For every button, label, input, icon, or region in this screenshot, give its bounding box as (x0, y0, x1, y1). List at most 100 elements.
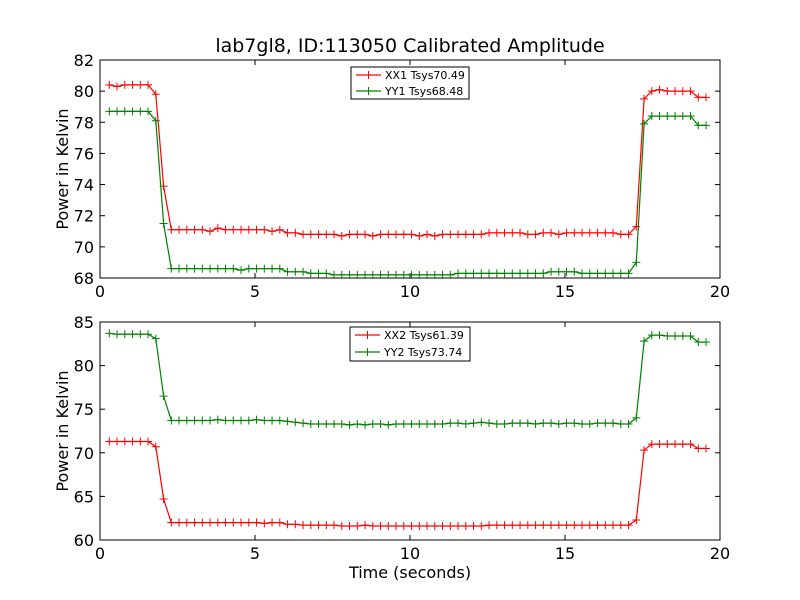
data-point-marker (144, 437, 153, 446)
data-point-marker (678, 87, 687, 96)
data-point-marker (206, 416, 215, 425)
data-point-marker (694, 444, 703, 453)
data-point-marker (144, 107, 153, 116)
data-point-marker (244, 225, 253, 234)
data-point-marker (415, 270, 424, 279)
data-point-marker (190, 518, 199, 527)
data-point-marker (306, 420, 315, 429)
data-point-marker (368, 522, 377, 531)
x-tick-label: 0 (95, 544, 105, 563)
data-point-marker (384, 420, 393, 429)
data-point-marker (446, 230, 455, 239)
data-point-marker (407, 270, 416, 279)
legend-entry-label: YY2 Tsys73.74 (383, 346, 462, 359)
data-point-marker (345, 270, 354, 279)
data-point-marker (361, 420, 370, 429)
data-point-marker (508, 228, 517, 237)
data-point-marker (120, 80, 129, 89)
data-point-marker (438, 270, 447, 279)
data-point-marker (516, 521, 525, 530)
data-point-marker (399, 420, 408, 429)
data-point-marker (291, 418, 300, 427)
data-point-marker (113, 437, 122, 446)
data-point-marker (260, 416, 269, 425)
legend-1: XX2 Tsys61.39 YY2 Tsys73.74 (349, 326, 471, 362)
data-point-marker (539, 269, 548, 278)
data-point-marker (578, 269, 587, 278)
data-point-marker (268, 518, 277, 527)
y-axis-label: Power in Kelvin (53, 370, 72, 491)
data-point-marker (686, 440, 695, 449)
data-point-marker (415, 231, 424, 240)
data-point-marker (345, 522, 354, 531)
y-tick-label: 75 (74, 400, 94, 419)
data-point-marker (151, 334, 160, 343)
data-point-marker (151, 116, 160, 125)
data-point-marker (702, 121, 711, 130)
data-point-marker (384, 270, 393, 279)
data-point-marker (461, 420, 470, 429)
x-tick-label: 5 (250, 544, 260, 563)
data-point-marker (578, 521, 587, 530)
data-point-marker (686, 331, 695, 340)
data-point-marker (624, 420, 633, 429)
data-point-marker (128, 107, 137, 116)
data-point-marker (252, 225, 261, 234)
data-point-marker (198, 416, 207, 425)
data-point-marker (345, 230, 354, 239)
data-point-marker (632, 515, 641, 524)
data-point-marker (624, 269, 633, 278)
data-point-marker (260, 264, 269, 273)
y-axis-label: Power in Kelvin (53, 108, 72, 229)
data-point-marker (244, 264, 253, 273)
data-point-marker (671, 112, 680, 121)
data-point-marker (384, 522, 393, 531)
data-point-marker (492, 420, 501, 429)
data-point-marker (182, 518, 191, 527)
data-point-marker (430, 231, 439, 240)
data-point-marker (190, 416, 199, 425)
data-point-marker (523, 419, 532, 428)
data-point-marker (314, 269, 323, 278)
data-point-marker (430, 522, 439, 531)
legend-entry-label: YY1 Tsys68.48 (384, 85, 463, 98)
data-point-marker (175, 264, 184, 273)
data-point-marker (655, 440, 664, 449)
data-point-marker (500, 269, 509, 278)
data-point-marker (624, 230, 633, 239)
data-point-marker (120, 437, 129, 446)
data-point-marker (686, 112, 695, 121)
data-point-marker (508, 419, 517, 428)
data-point-marker (237, 266, 246, 275)
data-point-marker (299, 267, 308, 276)
top-subplot: 0 5 10 15 20 68 70 72 74 76 78 80 82 Power in Kelvin X… (53, 51, 730, 301)
data-point-marker (159, 219, 168, 228)
data-point-marker (694, 121, 703, 130)
data-point-marker (268, 416, 277, 425)
y-tick-label: 76 (74, 144, 94, 163)
data-point-marker (469, 522, 478, 531)
x-tick-label: 20 (710, 282, 730, 301)
data-point-marker (578, 228, 587, 237)
data-point-marker (554, 521, 563, 530)
data-point-marker (244, 518, 253, 527)
data-point-marker (523, 269, 532, 278)
data-point-marker (175, 416, 184, 425)
data-point-marker (144, 330, 153, 339)
data-point-marker (477, 522, 486, 531)
data-point-marker (640, 337, 649, 346)
data-point-marker (438, 420, 447, 429)
data-point-marker (492, 521, 501, 530)
data-point-marker (601, 521, 610, 530)
data-point-marker (647, 112, 656, 121)
data-point-marker (306, 521, 315, 530)
data-point-marker (151, 90, 160, 99)
figure-title: lab7gl8, ID:113050 Calibrated Amplitude (215, 35, 604, 57)
data-point-marker (523, 521, 532, 530)
data-point-marker (492, 269, 501, 278)
data-point-marker (624, 521, 633, 530)
data-point-marker (616, 521, 625, 530)
data-point-marker (663, 440, 672, 449)
data-point-marker (291, 228, 300, 237)
data-point-marker (159, 495, 168, 504)
